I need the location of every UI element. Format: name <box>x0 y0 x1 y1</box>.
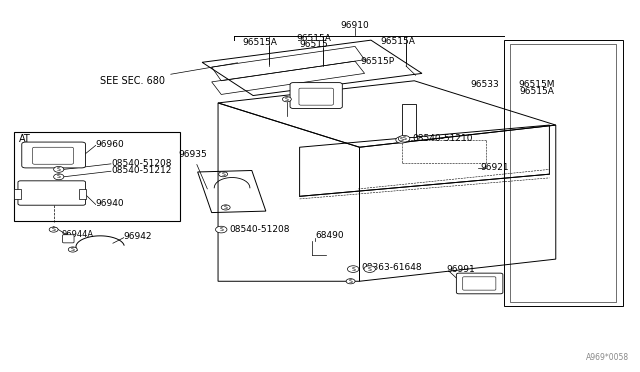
Circle shape <box>364 266 376 272</box>
Bar <box>79 189 86 199</box>
Circle shape <box>54 166 64 172</box>
Text: 08540-51208: 08540-51208 <box>230 225 290 234</box>
Text: S: S <box>71 247 75 252</box>
Text: 08540-51212: 08540-51212 <box>111 166 172 175</box>
Circle shape <box>221 205 230 210</box>
Text: S: S <box>220 227 223 232</box>
FancyBboxPatch shape <box>456 273 503 294</box>
Text: 96515P: 96515P <box>360 57 394 66</box>
Text: 96960: 96960 <box>96 140 124 149</box>
Text: 96940: 96940 <box>96 199 124 208</box>
Text: S: S <box>368 267 372 272</box>
Text: S: S <box>399 137 403 142</box>
Text: S: S <box>52 227 56 232</box>
FancyBboxPatch shape <box>22 142 86 168</box>
Circle shape <box>68 247 77 252</box>
Circle shape <box>216 226 227 233</box>
Circle shape <box>282 97 291 102</box>
Text: 96935: 96935 <box>178 150 207 189</box>
FancyBboxPatch shape <box>63 235 74 243</box>
Text: S: S <box>224 205 228 210</box>
Circle shape <box>219 171 228 177</box>
Text: A969*0058: A969*0058 <box>586 353 629 362</box>
Text: 96515A: 96515A <box>296 34 331 43</box>
Text: SEE SEC. 680: SEE SEC. 680 <box>100 63 237 86</box>
Circle shape <box>49 227 58 232</box>
Text: 96921: 96921 <box>481 163 509 172</box>
Circle shape <box>54 174 64 180</box>
Text: 96515M: 96515M <box>518 80 555 89</box>
Text: 96942: 96942 <box>124 232 152 241</box>
Text: 68490: 68490 <box>315 231 344 240</box>
Text: 96515A: 96515A <box>519 87 554 96</box>
Circle shape <box>396 137 407 143</box>
Text: 96533: 96533 <box>470 80 499 89</box>
Text: 96944A: 96944A <box>62 230 94 239</box>
Text: 96991: 96991 <box>446 264 475 273</box>
Circle shape <box>346 279 355 284</box>
Text: 96910: 96910 <box>340 21 369 30</box>
Text: S: S <box>351 267 355 272</box>
Text: 08363-61648: 08363-61648 <box>362 263 422 272</box>
FancyBboxPatch shape <box>18 181 86 205</box>
FancyBboxPatch shape <box>290 83 342 109</box>
Text: S: S <box>285 97 289 102</box>
Text: S: S <box>57 167 61 172</box>
Text: 96515A: 96515A <box>242 38 277 47</box>
Bar <box>14 132 180 221</box>
Text: 08540-51208: 08540-51208 <box>111 158 172 168</box>
Text: S: S <box>402 136 406 141</box>
Bar <box>14 189 20 199</box>
Text: AT: AT <box>19 134 31 144</box>
Text: S: S <box>57 174 61 179</box>
Circle shape <box>398 135 410 142</box>
Text: 08540-51210: 08540-51210 <box>412 134 473 143</box>
Circle shape <box>348 266 359 272</box>
Text: 96515A: 96515A <box>380 37 415 46</box>
Text: 96515: 96515 <box>300 41 328 49</box>
Text: S: S <box>221 172 225 177</box>
Bar <box>401 104 415 137</box>
Text: S: S <box>349 279 353 284</box>
